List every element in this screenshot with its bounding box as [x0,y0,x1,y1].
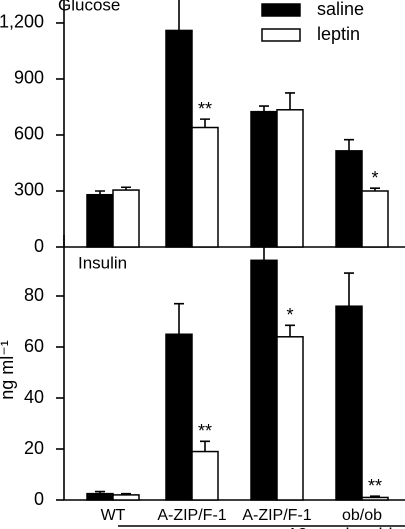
y-tick-label: 0 [34,236,44,256]
bar [191,450,219,501]
bar [276,336,304,501]
error-bar [370,495,380,498]
error-bar [285,324,295,337]
bar [112,189,140,248]
bar [276,109,304,248]
significance: * [286,305,293,325]
bar [361,496,389,501]
x-tick-label: ob/ob [342,507,382,524]
y-tick-label: 40 [24,387,44,407]
x-tick-label: WT [101,507,126,524]
significance: ** [198,99,212,119]
x-axis-label: 12 weeks old [287,525,392,529]
significance: ** [198,421,212,441]
y-tick-label: 80 [24,285,44,305]
error-bar [200,118,210,128]
bar [191,126,219,248]
error-bar [178,0,180,31]
bar [361,190,389,248]
error-bar [344,138,354,151]
error-bar [95,490,105,494]
panel-title: Insulin [78,253,127,272]
y-tick-label: 600 [14,124,44,144]
significance: ** [368,476,382,496]
error-bar [285,92,295,110]
bar [165,333,193,501]
bar [335,150,363,248]
bar [165,29,193,248]
legend-swatch [261,3,301,17]
y-tick-label: 1,200 [0,12,44,32]
error-bar [121,186,131,191]
bar [112,494,140,501]
legend-swatch [261,28,301,42]
bar [250,110,278,248]
x-tick-label: A-ZIP/F-1 [242,507,311,524]
error-bar [344,272,354,307]
legend-label: saline [317,0,364,19]
error-bar [121,492,131,495]
y-tick-label: 0 [34,489,44,509]
bar [250,259,278,501]
error-bar [259,241,269,261]
legend-label: leptin [317,24,360,44]
bar [86,492,114,501]
y-tick-label: 900 [14,68,44,88]
error-bar [259,105,269,112]
bar [86,193,114,248]
error-bar [200,440,210,452]
panel-title: Glucose [58,0,120,14]
significance: * [371,168,378,188]
x-tick-label: A-ZIP/F-1 [157,507,226,524]
y-axis-label: ng ml⁻¹ [0,340,17,400]
y-tick-label: 20 [24,438,44,458]
bar [335,305,363,501]
y-tick-label: 60 [24,336,44,356]
error-bar [370,187,380,191]
y-tick-label: 300 [14,180,44,200]
error-bar [174,302,184,335]
error-bar [95,190,105,195]
